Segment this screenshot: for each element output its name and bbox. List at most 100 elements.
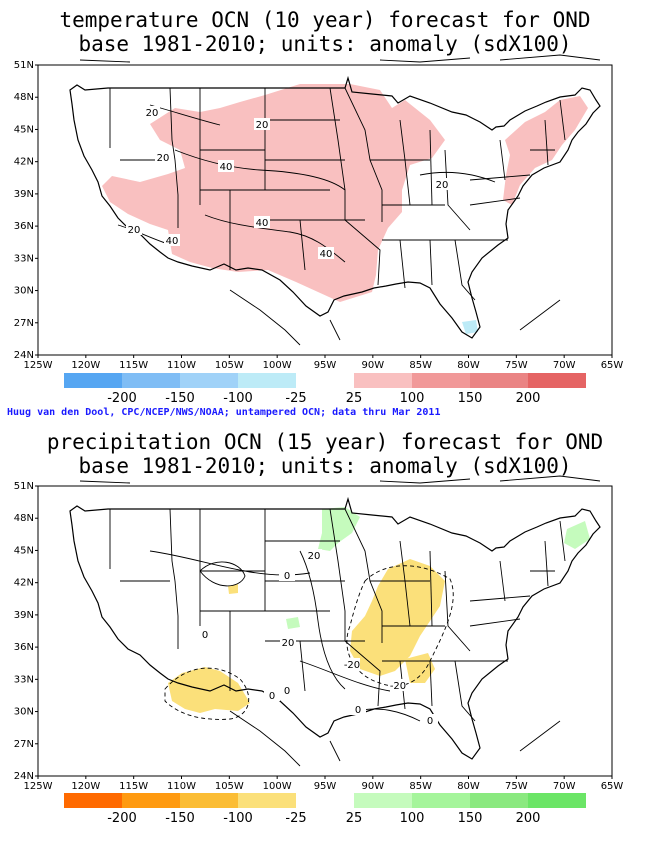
lat-label: 45N: [14, 124, 34, 135]
lon-label: 125W: [24, 781, 53, 792]
coastline: [69, 75, 601, 339]
contour-line: [299, 550, 346, 690]
state-boundary: [329, 508, 346, 612]
contour-label-bg: [144, 106, 160, 118]
state-boundary: [344, 640, 381, 707]
legend-swatch-positive: [354, 373, 412, 388]
lat-label: 39N: [14, 610, 34, 621]
legend-swatch-negative: [122, 793, 180, 808]
contour-line: [174, 149, 346, 191]
lat-label: 27N: [14, 318, 34, 329]
contour-label: 20: [308, 551, 321, 562]
legend-label-negative: -100: [223, 811, 253, 826]
legend-swatch-negative: [238, 373, 296, 388]
legend-label-negative: -100: [223, 391, 253, 406]
contour-label: -20: [344, 660, 360, 671]
contour-label: 0: [355, 705, 361, 716]
legend-swatch-positive: [412, 373, 470, 388]
precipitation-legend: -200 -150 -100 -25 25 100 150 200: [64, 793, 586, 826]
dry-anomaly-small: [228, 584, 238, 594]
contour-label-bg: [344, 658, 360, 670]
lon-label: 105W: [215, 360, 244, 371]
temperature-map-subtitle: base 1981-2010; units: anomaly (sdX100): [78, 32, 572, 56]
lon-label: 110W: [167, 781, 196, 792]
lon-label: 85W: [409, 360, 432, 371]
state-boundary: [544, 540, 549, 587]
lon-label: 65W: [601, 781, 624, 792]
legend-label-positive: 100: [400, 391, 425, 406]
legend-swatch-positive: [412, 793, 470, 808]
contour-dashed: [346, 565, 454, 687]
state-boundary: [429, 239, 433, 286]
state-boundary: [444, 570, 471, 652]
contour-label-bg: [197, 628, 213, 640]
legend-label-positive: 100: [400, 811, 425, 826]
legend-label-negative: -200: [107, 391, 137, 406]
contour-label-bg: [155, 151, 171, 163]
legend-label-negative: -25: [285, 391, 306, 406]
lon-label: 70W: [553, 360, 576, 371]
legend-label-positive: 25: [346, 811, 363, 826]
map-group: 20 20 20 20 40 40 40 40 20 51N 48N 45N 42N 39N 36N 33N 3…: [14, 54, 624, 371]
legend-swatch-negative: [180, 373, 238, 388]
contour-label-bg: [218, 160, 234, 172]
contour-line: [299, 660, 391, 692]
legend-swatch-positive: [528, 793, 586, 808]
temperature-map-title: temperature OCN (10 year) forecast for O…: [59, 8, 591, 32]
lat-label: 48N: [14, 513, 34, 524]
dry-anomaly-great-lakes: [350, 559, 445, 676]
lat-label: 30N: [14, 707, 34, 718]
contour-label-bg: [318, 247, 334, 259]
lon-label: 65W: [601, 360, 624, 371]
state-boundary: [544, 119, 549, 166]
contour-label: 20: [256, 120, 269, 131]
lon-label: 110W: [167, 360, 196, 371]
lat-label: 42N: [14, 157, 34, 168]
lon-label: 80W: [457, 360, 480, 371]
lat-label: 36N: [14, 221, 34, 232]
precipitation-map-title: precipitation OCN (15 year) forecast for…: [46, 430, 604, 454]
lon-label: 125W: [24, 360, 53, 371]
warm-anomaly-northeast: [503, 96, 588, 205]
wet-anomaly-maine: [564, 521, 590, 549]
lon-label: 75W: [505, 781, 528, 792]
contour-label-bg: [264, 689, 280, 701]
legend-swatch-positive: [470, 793, 528, 808]
state-boundary: [454, 660, 476, 722]
precipitation-map-subtitle: base 1981-2010; units: anomaly (sdX100): [78, 454, 572, 478]
contour-label: 0: [202, 630, 208, 641]
lat-label: 42N: [14, 578, 34, 589]
state-boundary: [429, 550, 433, 627]
contour-label: 40: [166, 236, 179, 247]
lon-label: 100W: [263, 360, 292, 371]
state-boundary: [399, 119, 411, 206]
state-boundary: [444, 149, 471, 231]
temperature-legend: -200 -150 -100 -25 25 100 150 200: [64, 373, 586, 406]
contour-label-bg: [279, 569, 295, 581]
state-boundary: [299, 219, 306, 271]
lon-label: 70W: [553, 781, 576, 792]
temperature-map: 20 20 20 20 40 40 40 40 20 51N 48N 45N 42N 39N 36N 33N 3…: [14, 54, 624, 371]
contour-label: 0: [284, 571, 290, 582]
state-boundary: [169, 508, 176, 582]
lon-label: 95W: [314, 360, 337, 371]
legend-swatch-negative: [238, 793, 296, 808]
lon-label: 75W: [505, 360, 528, 371]
lat-label: 24N: [14, 771, 34, 782]
lat-label: 45N: [14, 545, 34, 556]
lat-label: 24N: [14, 350, 34, 361]
state-boundary: [499, 139, 506, 181]
state-boundary: [499, 560, 506, 602]
warm-anomaly-area: [102, 84, 445, 302]
state-boundary: [559, 520, 566, 562]
dry-anomaly-southwest: [168, 667, 250, 713]
contour-label: 20: [128, 225, 141, 236]
legend-label-positive: 150: [458, 811, 483, 826]
lon-label: 95W: [314, 781, 337, 792]
contour-label-bg: [279, 684, 295, 696]
lat-label: 48N: [14, 92, 34, 103]
mexico-lines: [229, 289, 561, 346]
contour-label: 40: [320, 249, 333, 260]
state-boundary: [174, 159, 179, 228]
lon-label: 115W: [119, 781, 148, 792]
